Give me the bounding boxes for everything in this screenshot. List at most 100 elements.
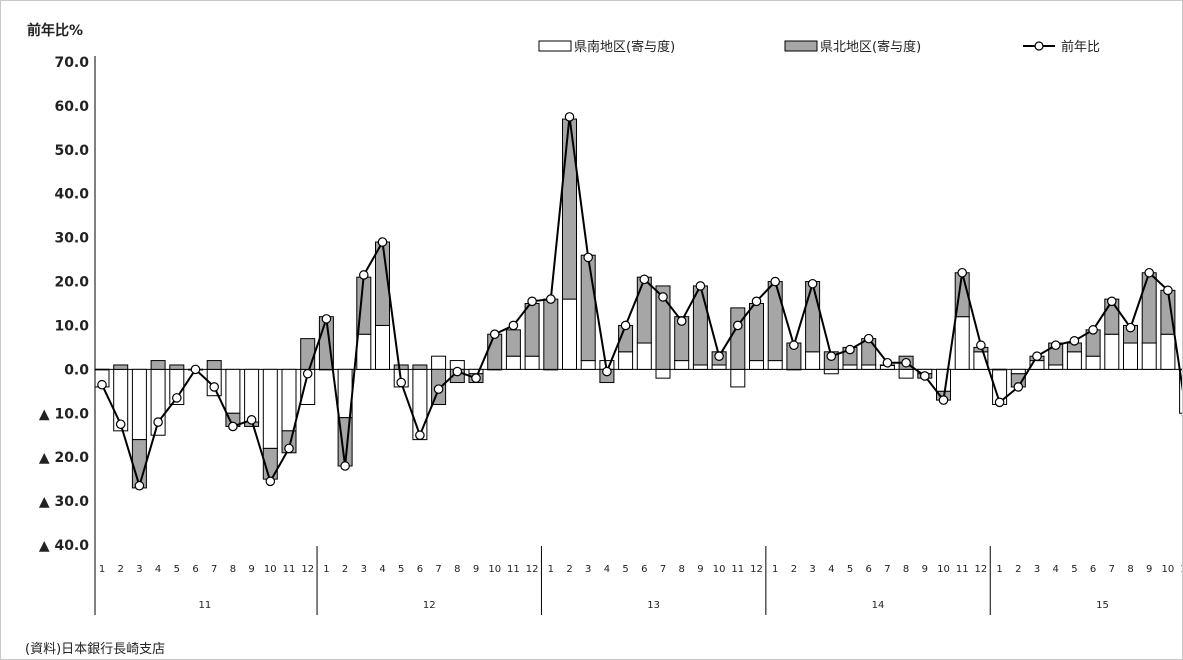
y-tick-label: 70.0 bbox=[54, 55, 89, 71]
month-tick-label: 2 bbox=[342, 564, 348, 575]
bar-north bbox=[992, 368, 1008, 371]
bar-north bbox=[1141, 272, 1157, 344]
bar-south bbox=[281, 368, 297, 432]
month-tick-label: 7 bbox=[884, 564, 890, 575]
yoy-point bbox=[358, 270, 369, 280]
yoy-point bbox=[302, 368, 313, 379]
month-tick-label: 1 bbox=[323, 564, 329, 575]
month-tick-label: 5 bbox=[398, 564, 404, 575]
bar-north bbox=[730, 307, 746, 370]
yoy-point bbox=[508, 320, 519, 331]
y-tick-label: ▲ 40.0 bbox=[39, 538, 89, 554]
yoy-point bbox=[377, 237, 388, 247]
yoy-point bbox=[658, 292, 668, 302]
bar-north bbox=[655, 285, 671, 370]
yoy-point bbox=[751, 296, 762, 307]
bar-south bbox=[730, 368, 746, 388]
bar-north bbox=[580, 254, 596, 362]
yoy-point bbox=[190, 364, 201, 375]
month-tick-label: 8 bbox=[1127, 564, 1133, 575]
bar-south bbox=[262, 368, 278, 449]
month-tick-label: 11 bbox=[731, 564, 744, 575]
yoy-point bbox=[938, 395, 949, 405]
year-tick-label: 14 bbox=[872, 600, 885, 611]
yoy-point bbox=[471, 373, 481, 383]
month-tick-label: 12 bbox=[301, 564, 314, 575]
yoy-point bbox=[452, 366, 463, 377]
yoy-point bbox=[1032, 351, 1042, 361]
yoy-point bbox=[1144, 267, 1154, 278]
bar-south bbox=[1066, 351, 1082, 370]
month-tick-label: 9 bbox=[922, 564, 928, 575]
yoy-point bbox=[807, 278, 818, 289]
y-tick-label: 40.0 bbox=[54, 187, 89, 203]
y-tick-label: ▲ 20.0 bbox=[39, 450, 89, 466]
yoy-point bbox=[676, 316, 687, 326]
month-tick-label: 4 bbox=[379, 564, 385, 575]
yoy-point bbox=[433, 384, 444, 394]
bar-south bbox=[674, 360, 690, 370]
month-tick-label: 5 bbox=[622, 564, 628, 575]
bar-north bbox=[131, 439, 147, 489]
year-tick-label: 11 bbox=[198, 600, 211, 611]
bar-south bbox=[412, 368, 428, 441]
bar-south bbox=[1010, 368, 1026, 375]
yoy-point bbox=[1050, 340, 1061, 351]
month-tick-label: 4 bbox=[604, 564, 610, 575]
yoy-point bbox=[265, 476, 276, 487]
month-tick-label: 5 bbox=[847, 564, 853, 575]
yoy-point bbox=[602, 366, 612, 377]
month-tick-label: 7 bbox=[1109, 564, 1115, 575]
month-tick-label: 2 bbox=[118, 564, 124, 575]
bar-south bbox=[655, 368, 671, 379]
plot-area: 70.0 60.0 50.0 40.0 30.0 20.0 10.0 0.0 ▲ 10.0 ▲ 2… bbox=[39, 55, 1182, 615]
yoy-point bbox=[545, 294, 556, 304]
bar-north bbox=[749, 303, 764, 362]
bar-south bbox=[562, 298, 577, 370]
month-tick-label: 6 bbox=[1090, 564, 1096, 575]
month-tick-label: 8 bbox=[679, 564, 685, 575]
bar-north bbox=[692, 285, 708, 366]
month-tick-label: 4 bbox=[155, 564, 161, 575]
bar-south bbox=[692, 364, 708, 370]
year-tick-label: 15 bbox=[1096, 600, 1109, 611]
yoy-point bbox=[919, 371, 930, 381]
month-tick-label: 1 bbox=[548, 564, 554, 575]
yoy-point bbox=[228, 421, 238, 432]
y-tick-label: 60.0 bbox=[54, 99, 89, 115]
yoy-point bbox=[994, 397, 1005, 408]
month-tick-label: 4 bbox=[828, 564, 834, 575]
bar-south bbox=[131, 368, 147, 441]
yoy-point bbox=[564, 112, 575, 122]
month-tick-label: 12 bbox=[975, 564, 988, 575]
month-tick-label: 5 bbox=[1071, 564, 1077, 575]
yoy-point bbox=[340, 461, 350, 471]
bar-north bbox=[524, 303, 540, 357]
yoy-point bbox=[246, 415, 257, 425]
bar-south bbox=[1160, 333, 1176, 370]
yoy-point bbox=[882, 357, 893, 368]
yoy-point bbox=[863, 333, 874, 344]
month-tick-label: 10 bbox=[1162, 564, 1175, 575]
month-tick-label: 11 bbox=[283, 564, 296, 575]
y-tick-label: 10.0 bbox=[54, 318, 89, 334]
month-tick-label: 4 bbox=[1053, 564, 1059, 575]
month-tick-label: 12 bbox=[750, 564, 763, 575]
month-tick-label: 2 bbox=[791, 564, 797, 575]
month-tick-label: 8 bbox=[903, 564, 909, 575]
yoy-point bbox=[732, 320, 743, 331]
bar-north bbox=[767, 281, 783, 362]
yoy-point bbox=[209, 382, 219, 392]
yoy-point bbox=[845, 344, 855, 355]
bar-north bbox=[300, 338, 316, 370]
yoy-point bbox=[901, 357, 911, 368]
bar-north bbox=[206, 360, 222, 370]
yoy-point bbox=[134, 480, 145, 491]
legend-label-yoy: 前年比 bbox=[1061, 39, 1100, 55]
bar-north bbox=[487, 333, 503, 370]
month-tick-label: 1 bbox=[996, 564, 1002, 575]
yoy-point bbox=[826, 351, 837, 361]
y-axis-label: 前年比% bbox=[27, 22, 83, 39]
